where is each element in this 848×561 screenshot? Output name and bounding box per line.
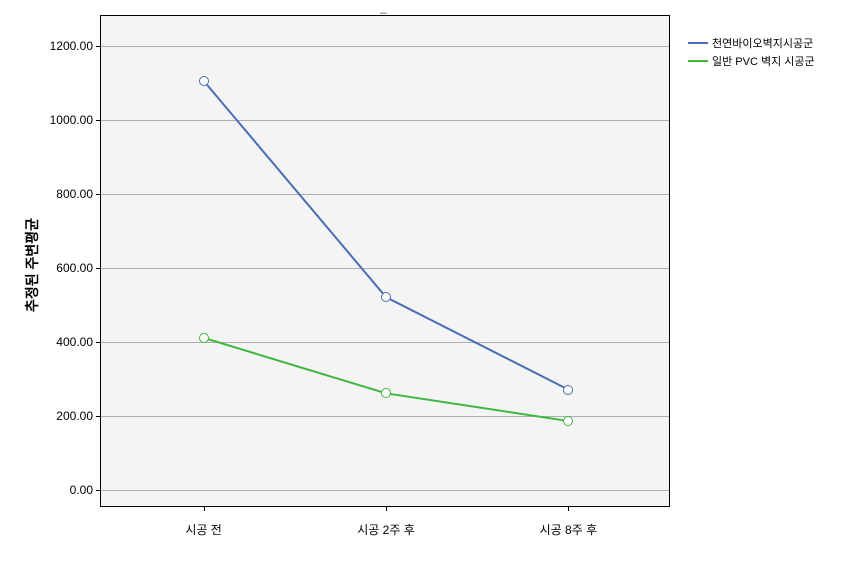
gridline: [101, 490, 669, 491]
y-tick-label: 400.00: [56, 335, 93, 349]
legend-item: 일반 PVC 벽지 시공군: [688, 53, 815, 69]
x-tick-label: 시공 2주 후: [357, 521, 415, 538]
x-tick-mark: [568, 506, 569, 511]
y-axis-label: 추정된 주변평균: [22, 218, 42, 312]
legend: 천연바이오벽지시공군일반 PVC 벽지 시공군: [688, 35, 815, 71]
chart-container: _ 0.00200.00400.00600.00800.001000.00120…: [0, 0, 848, 561]
legend-swatch: [688, 60, 708, 62]
gridline: [101, 46, 669, 47]
gridline: [101, 120, 669, 121]
y-tick-label: 0.00: [70, 483, 93, 497]
legend-swatch: [688, 42, 708, 44]
y-tick-mark: [96, 194, 101, 195]
data-marker: [199, 333, 209, 343]
chart-title-top: _: [380, 0, 387, 14]
y-tick-mark: [96, 268, 101, 269]
data-marker: [199, 76, 209, 86]
gridline: [101, 194, 669, 195]
series-line: [204, 338, 569, 421]
y-tick-label: 1200.00: [50, 39, 93, 53]
y-tick-mark: [96, 490, 101, 491]
data-marker: [381, 388, 391, 398]
x-tick-label: 시공 8주 후: [540, 521, 598, 538]
x-tick-label: 시공 전: [185, 521, 221, 538]
legend-item: 천연바이오벽지시공군: [688, 35, 815, 51]
data-marker: [563, 416, 573, 426]
y-tick-mark: [96, 416, 101, 417]
gridline: [101, 268, 669, 269]
series-line: [204, 81, 569, 390]
gridline: [101, 416, 669, 417]
y-tick-label: 1000.00: [50, 113, 93, 127]
y-tick-mark: [96, 342, 101, 343]
y-tick-mark: [96, 120, 101, 121]
line-svg: [101, 16, 669, 506]
y-tick-label: 600.00: [56, 261, 93, 275]
y-tick-label: 200.00: [56, 409, 93, 423]
gridline: [101, 342, 669, 343]
data-marker: [563, 385, 573, 395]
x-tick-mark: [204, 506, 205, 511]
data-marker: [381, 292, 391, 302]
plot-area: 0.00200.00400.00600.00800.001000.001200.…: [100, 15, 670, 507]
y-tick-label: 800.00: [56, 187, 93, 201]
x-tick-mark: [386, 506, 387, 511]
legend-label: 일반 PVC 벽지 시공군: [712, 53, 815, 69]
y-tick-mark: [96, 46, 101, 47]
legend-label: 천연바이오벽지시공군: [712, 35, 813, 51]
